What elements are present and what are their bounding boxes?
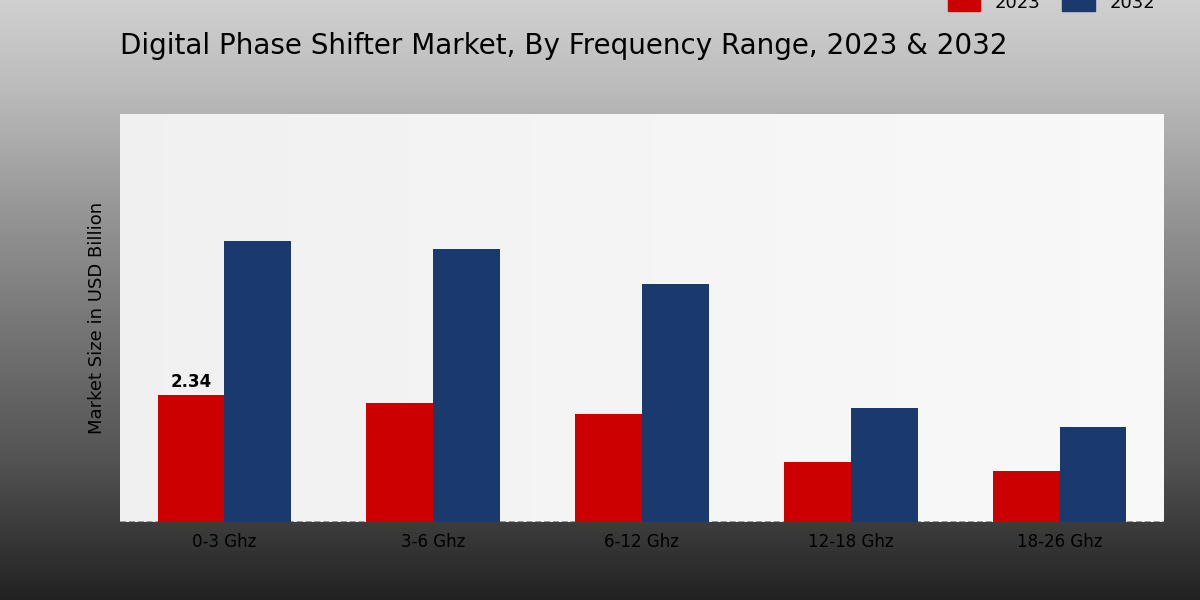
Bar (433, 249, 500, 522)
Y-axis label: Market Size in USD Billion: Market Size in USD Billion (88, 202, 106, 434)
Bar (157, 395, 224, 522)
Bar (366, 403, 433, 522)
Bar (851, 409, 918, 522)
Bar (784, 463, 851, 522)
Legend: 2023, 2032: 2023, 2032 (948, 0, 1154, 12)
Bar (224, 241, 292, 522)
Bar (642, 284, 709, 522)
Bar (1060, 427, 1127, 522)
Bar (575, 414, 642, 522)
Text: 2.34: 2.34 (170, 373, 211, 391)
Bar (992, 470, 1060, 522)
Text: Digital Phase Shifter Market, By Frequency Range, 2023 & 2032: Digital Phase Shifter Market, By Frequen… (120, 32, 1008, 60)
